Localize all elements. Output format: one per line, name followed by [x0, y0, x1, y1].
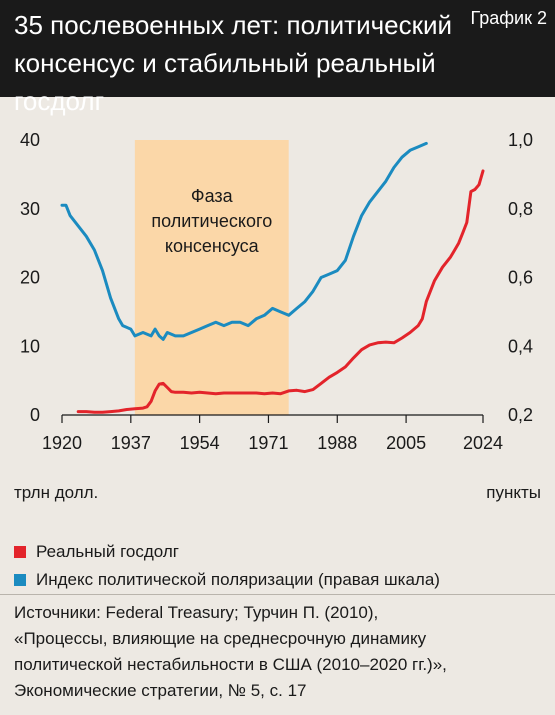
x-tick-label: 2024 — [463, 433, 503, 453]
legend-item-debt: Реальный госдолг — [14, 538, 440, 566]
right-y-tick-label: 0,4 — [508, 336, 533, 356]
left-y-tick-label: 10 — [20, 336, 40, 356]
chart-title: 35 послевоенных лет: политический консен… — [14, 6, 454, 120]
x-tick-label: 1971 — [248, 433, 288, 453]
source-line-3: политической нестабильности в США (2010–… — [14, 655, 447, 674]
left-y-tick-label: 20 — [20, 268, 40, 288]
x-tick-label: 2005 — [386, 433, 426, 453]
left-axis-unit: трлн долл. — [14, 483, 99, 502]
phase-label-line-3: консенсуса — [165, 236, 260, 256]
chart-number-tag: График 2 — [470, 8, 547, 28]
source-line-4: Экономические стратегии, № 5, с. 17 — [14, 681, 307, 700]
right-y-tick-label: 0,2 — [508, 405, 533, 425]
legend-swatch-polarization — [14, 574, 26, 586]
source-line-2: «Процессы, влияющие на среднесрочную дин… — [14, 629, 427, 648]
header-bar: 35 послевоенных лет: политический консен… — [0, 0, 555, 116]
source-note: Источники: Federal Treasury; Турчин П. (… — [14, 600, 544, 704]
left-y-tick-label: 30 — [20, 199, 40, 219]
chart-area: Фаза политического консенсуса 0 10 20 30 40 0,2 0… — [20, 130, 533, 453]
polarization-series-line — [60, 141, 428, 341]
right-y-tick-label: 0,6 — [508, 268, 533, 288]
right-axis-unit: пункты — [486, 483, 541, 502]
x-tick-label: 1954 — [180, 433, 220, 453]
phase-label-line-1: Фаза — [191, 186, 234, 206]
legend-swatch-debt — [14, 546, 26, 558]
legend-label-debt: Реальный госдолг — [36, 542, 180, 561]
legend-label-polarization: Индекс политической поляризации (правая … — [36, 570, 440, 589]
left-y-tick-label: 0 — [30, 405, 40, 425]
title-line-1: 35 послевоенных лет: политический — [14, 10, 453, 40]
right-y-tick-label: 0,8 — [508, 199, 533, 219]
consensus-phase-band — [134, 140, 289, 415]
legend-item-polarization: Индекс политической поляризации (правая … — [14, 566, 440, 594]
source-separator — [0, 594, 555, 595]
x-tick-label: 1937 — [111, 433, 151, 453]
right-y-tick-label: 1,0 — [508, 130, 533, 150]
left-y-tick-label: 40 — [20, 130, 40, 150]
title-line-2: консенсус и стабильный реальный госдолг — [14, 48, 436, 116]
x-tick-label: 1920 — [42, 433, 82, 453]
source-line-1: Источники: Federal Treasury; Турчин П. (… — [14, 603, 379, 622]
x-tick-label: 1988 — [317, 433, 357, 453]
phase-label-line-2: политического — [151, 211, 272, 231]
debt-series-line — [76, 169, 485, 414]
legend: Реальный госдолг Индекс политической пол… — [14, 538, 440, 594]
